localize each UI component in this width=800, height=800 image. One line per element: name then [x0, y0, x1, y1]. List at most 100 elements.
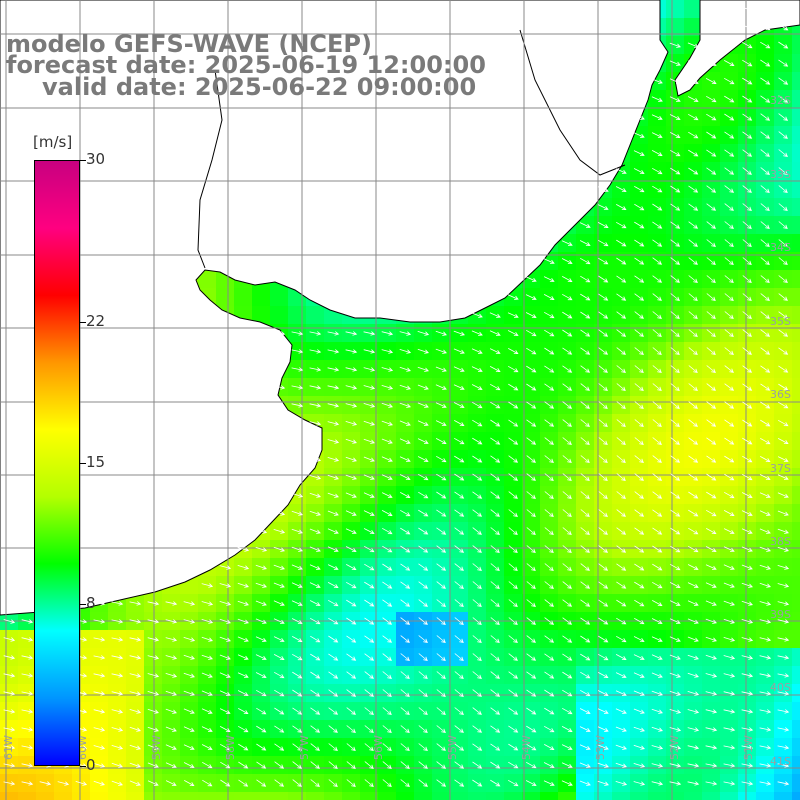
wind-arrow	[616, 437, 626, 446]
wind-arrow	[778, 257, 788, 266]
wind-speed-cell	[378, 792, 396, 800]
wind-arrow	[310, 707, 321, 715]
wind-arrow	[418, 779, 428, 787]
wind-arrow	[724, 491, 735, 499]
wind-arrow	[400, 761, 410, 770]
wind-arrow	[724, 167, 735, 175]
wind-arrow	[255, 654, 267, 660]
latitude-label: 34S	[770, 241, 791, 254]
wind-arrow	[490, 545, 500, 554]
wind-arrow	[615, 168, 627, 174]
wind-arrow	[634, 527, 645, 535]
wind-arrow	[741, 600, 753, 606]
wind-arrow	[687, 96, 699, 102]
wind-arrow	[742, 113, 753, 121]
wind-arrow	[562, 437, 572, 446]
wind-arrow	[400, 689, 410, 698]
wind-arrow	[777, 781, 790, 786]
wind-arrow	[436, 509, 447, 517]
wind-arrow	[219, 672, 231, 678]
wind-arrow	[705, 582, 717, 588]
wind-arrow	[777, 691, 790, 696]
wind-arrow	[309, 385, 322, 390]
wind-arrow	[777, 637, 790, 642]
wind-arrow	[634, 563, 645, 571]
longitude-label: 55W	[446, 735, 459, 760]
wind-arrow	[418, 599, 428, 607]
wind-speed-cell	[198, 792, 216, 800]
wind-arrow	[615, 744, 627, 750]
wind-arrow	[670, 293, 680, 302]
wind-arrow	[706, 455, 717, 463]
wind-arrow	[490, 671, 500, 679]
wind-arrow	[687, 42, 699, 48]
wind-arrow	[651, 636, 663, 642]
wind-arrow	[723, 564, 735, 570]
wind-arrow	[147, 762, 159, 768]
wind-speed-cell	[468, 792, 486, 800]
wind-arrow	[273, 331, 286, 336]
wind-arrow	[777, 546, 789, 552]
wind-arrow	[597, 204, 609, 210]
wind-arrow	[418, 617, 428, 625]
wind-arrows	[3, 5, 790, 788]
wind-arrow	[418, 761, 428, 769]
wind-arrow	[255, 564, 267, 570]
wind-arrow	[598, 563, 609, 571]
wind-arrow	[670, 329, 680, 338]
wind-arrow	[597, 708, 609, 714]
wind-arrow	[760, 77, 771, 85]
wind-arrow	[292, 743, 303, 751]
wind-arrow	[778, 167, 788, 176]
wind-arrow	[742, 257, 752, 266]
wind-arrow	[670, 527, 681, 535]
wind-arrow	[706, 347, 716, 356]
wind-arrow	[310, 743, 320, 751]
wind-arrow	[543, 294, 555, 300]
wind-arrow	[723, 637, 736, 642]
wind-arrow	[633, 690, 645, 696]
wind-arrow	[453, 348, 465, 354]
wind-arrow	[309, 492, 321, 498]
wind-arrow	[436, 779, 447, 787]
wind-arrow	[472, 635, 482, 644]
wind-arrow	[615, 762, 627, 768]
wind-arrow	[382, 635, 393, 643]
wind-arrow	[21, 619, 34, 624]
wind-arrow	[327, 421, 340, 426]
wind-arrow	[706, 203, 717, 211]
wind-arrow	[670, 167, 681, 175]
wind-arrow	[3, 655, 16, 660]
wind-arrow	[651, 781, 664, 786]
wind-arrow	[436, 743, 446, 751]
wind-arrow	[490, 761, 501, 769]
wind-arrow	[705, 546, 717, 552]
wind-arrow	[328, 653, 339, 661]
wind-speed-cell	[792, 108, 800, 126]
wind-arrow	[688, 113, 699, 121]
wind-arrow	[435, 384, 447, 390]
wind-arrow	[760, 293, 770, 302]
wind-arrow	[346, 653, 357, 661]
wind-arrow	[688, 221, 699, 229]
wind-arrow	[742, 311, 752, 320]
wind-arrow	[345, 510, 357, 516]
wind-arrow	[436, 689, 446, 698]
wind-arrow	[651, 672, 663, 678]
wind-arrow	[705, 691, 718, 696]
wind-arrow	[364, 617, 375, 625]
wind-arrow	[598, 635, 609, 643]
wind-arrow	[651, 78, 663, 84]
wind-arrow	[183, 726, 195, 732]
wind-arrow	[400, 653, 410, 662]
wind-speed-cell	[756, 792, 774, 800]
wind-arrow	[238, 761, 249, 769]
wind-arrow	[760, 257, 770, 266]
wind-arrow	[291, 349, 304, 354]
wind-arrow	[472, 617, 482, 626]
wind-arrow	[652, 455, 662, 463]
wind-arrow	[364, 599, 375, 607]
wind-arrow	[328, 779, 338, 788]
wind-arrow	[579, 780, 591, 786]
wind-arrow	[399, 474, 411, 480]
